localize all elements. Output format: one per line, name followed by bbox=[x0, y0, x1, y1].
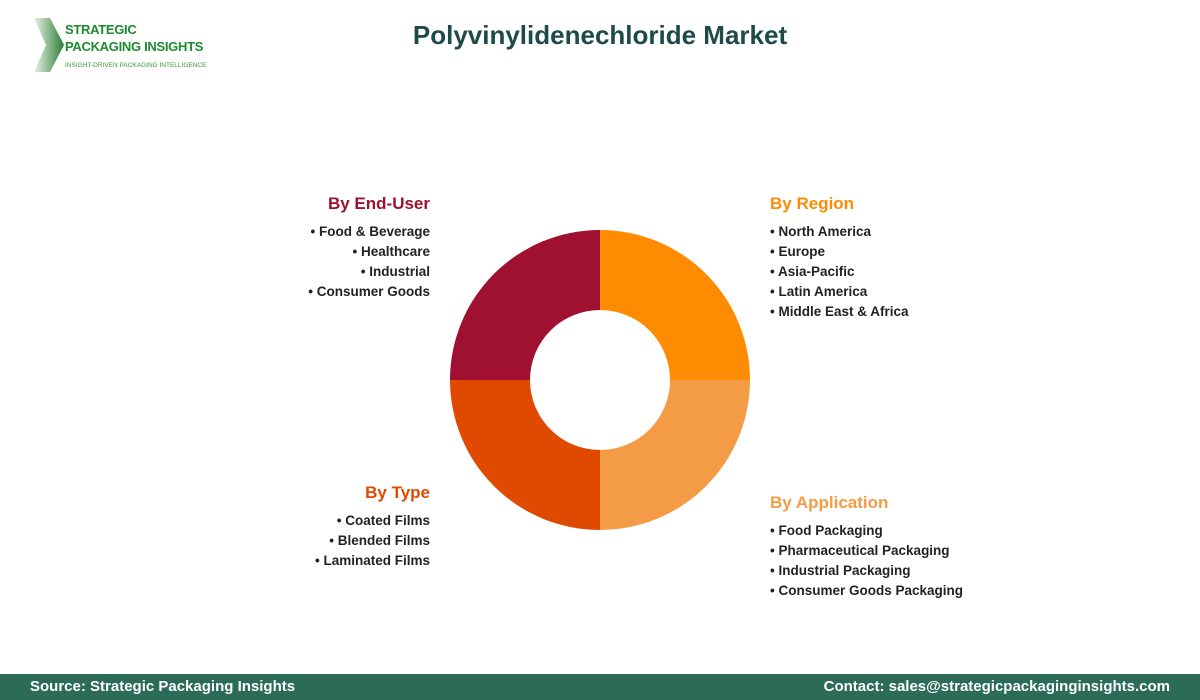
logo-chevron-icon bbox=[34, 18, 64, 72]
segment-item: • Industrial bbox=[360, 264, 430, 279]
segment-by-application: By Application • Food Packaging • Pharmace… bbox=[770, 493, 963, 601]
donut-slice-by-end-user bbox=[450, 230, 600, 380]
footer: Source: Strategic Packaging Insights Con… bbox=[0, 674, 1200, 700]
segment-by-end-user: By End-User • Food & Beverage • Healthcare… bbox=[308, 194, 430, 302]
segment-item: • Asia-Pacific bbox=[770, 264, 855, 279]
segment-item: • North America bbox=[770, 224, 871, 239]
logo-line2: PACKAGING INSIGHTS bbox=[65, 39, 204, 54]
donut-slice-by-type bbox=[450, 380, 600, 530]
logo-tagline: INSIGHT-DRIVEN PACKAGING INTELLIGENCE bbox=[65, 62, 207, 69]
segment-item: • Latin America bbox=[770, 284, 868, 299]
logo: STRATEGIC PACKAGING INSIGHTS INSIGHT-DRI… bbox=[32, 16, 206, 76]
segment-item: • Pharmaceutical Packaging bbox=[770, 543, 950, 558]
page-title: Polyvinylidenechloride Market bbox=[412, 20, 788, 50]
segment-item: • Food Packaging bbox=[770, 523, 883, 538]
segment-by-type: By Type • Coated Films • Blended Films • La… bbox=[315, 483, 430, 571]
segment-item: • Healthcare bbox=[352, 244, 430, 259]
segment-heading: By Region bbox=[770, 194, 855, 213]
footer-source: Source: Strategic Packaging Insights bbox=[30, 678, 296, 695]
segment-item: • Blended Films bbox=[329, 533, 430, 548]
segment-item: • Consumer Goods bbox=[308, 284, 430, 299]
segment-item: • Europe bbox=[770, 244, 825, 259]
segment-item: • Coated Films bbox=[336, 513, 430, 528]
segment-heading: By Application bbox=[770, 493, 889, 512]
logo-line1: STRATEGIC bbox=[65, 22, 137, 37]
segment-by-region: By Region • North America • Europe • Asia-P… bbox=[770, 194, 909, 322]
segment-item: • Middle East & Africa bbox=[770, 304, 909, 319]
segment-item: • Food & Beverage bbox=[310, 224, 430, 239]
donut-slice-by-region bbox=[600, 230, 750, 380]
segment-item: • Industrial Packaging bbox=[770, 563, 911, 578]
segment-item: • Laminated Films bbox=[314, 553, 430, 568]
segment-item: • Consumer Goods Packaging bbox=[770, 583, 964, 598]
footer-contact[interactable]: Contact: sales@strategicpackaginginsight… bbox=[823, 678, 1170, 695]
segment-heading: By End-User bbox=[327, 194, 430, 213]
segment-heading: By Type bbox=[365, 483, 430, 502]
donut-slice-by-application bbox=[600, 380, 750, 530]
